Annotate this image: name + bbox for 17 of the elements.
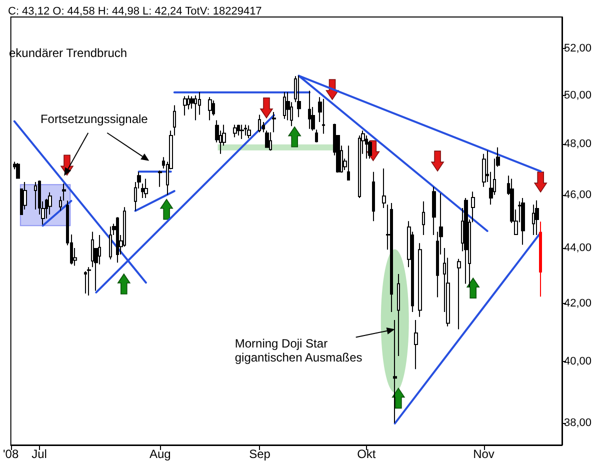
y-tick-label: 44,00 [564, 242, 592, 254]
y-tick-label: 42,00 [564, 297, 592, 310]
x-tick-label: Aug [149, 447, 171, 461]
annotation: Fortsetzungssignale [40, 112, 148, 126]
chart-title: C: 43,12 O: 44,58 H: 44,98 L: 42,24 TotV: 18229417 [8, 6, 262, 18]
x-tick-label: Jul [32, 447, 47, 461]
y-tick-label: 40,00 [564, 356, 592, 368]
x-tick-label: '08 [3, 447, 19, 461]
x-tick-label: Nov [473, 447, 494, 461]
y-tick-label: 52,00 [564, 42, 592, 55]
annotation: Morning Doji Star gigantischen Ausmaßes [234, 336, 362, 364]
x-tick-label: Sep [249, 447, 271, 461]
y-tick-label: 50,00 [564, 89, 592, 102]
y-tick-label: 38,00 [564, 416, 592, 429]
y-tick-label: 48,00 [564, 138, 592, 150]
y-tick-label: 46,00 [564, 188, 592, 201]
x-tick-label: Okt [357, 447, 376, 461]
